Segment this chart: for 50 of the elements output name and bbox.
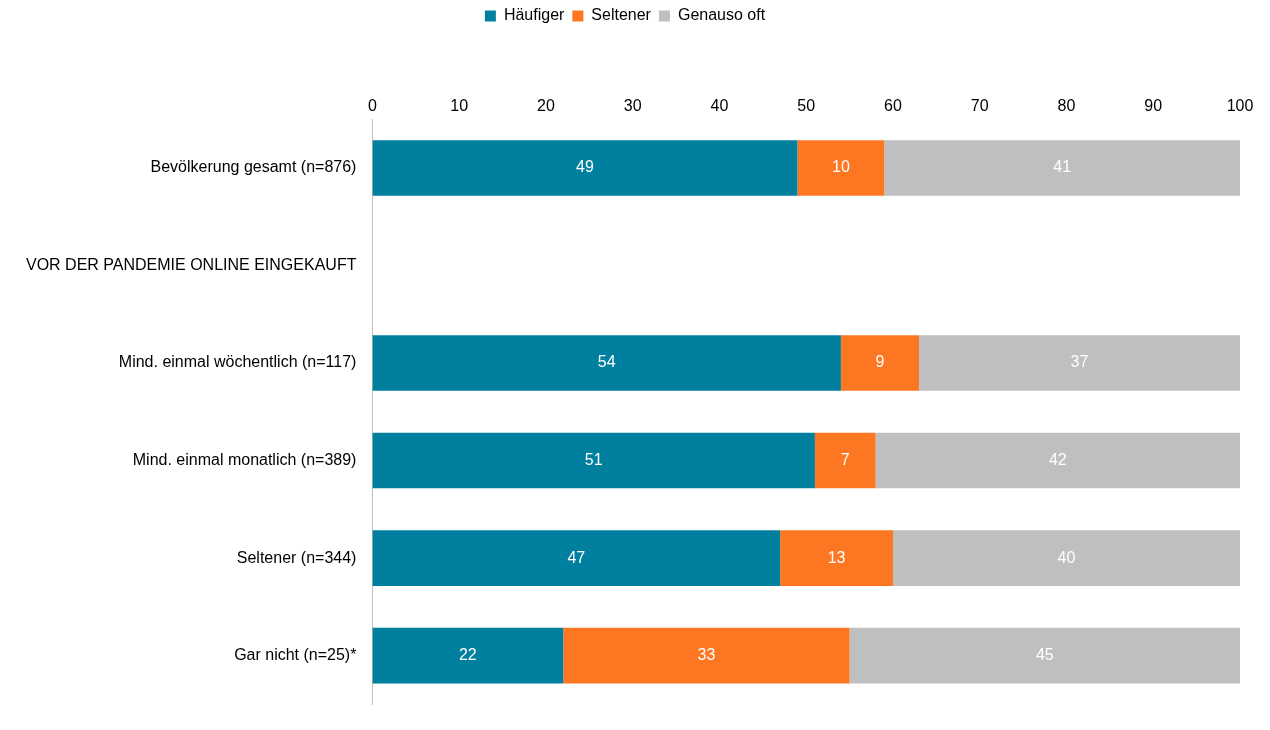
x-tick-label: 10 bbox=[450, 97, 469, 115]
data-label: 13 bbox=[827, 548, 846, 566]
data-label: 54 bbox=[597, 353, 616, 371]
bar bbox=[849, 627, 1240, 684]
bar bbox=[840, 335, 919, 391]
y-tick-label: Gar nicht (n=25)* bbox=[234, 646, 357, 664]
x-tick-label: 90 bbox=[1144, 97, 1163, 115]
bar bbox=[797, 140, 885, 196]
data-label: 33 bbox=[697, 646, 716, 664]
data-label: 7 bbox=[840, 450, 850, 468]
bar bbox=[884, 140, 1240, 196]
bar bbox=[919, 335, 1240, 391]
x-tick-label: 50 bbox=[797, 97, 816, 115]
bar bbox=[875, 432, 1240, 489]
data-label: 22 bbox=[458, 646, 477, 664]
x-tick-label: 0 bbox=[367, 97, 377, 115]
y-tick-label: Bevölkerung gesamt (n=876) bbox=[150, 158, 357, 176]
bar bbox=[814, 432, 876, 489]
data-label: 41 bbox=[1053, 158, 1072, 176]
bar bbox=[372, 627, 564, 684]
x-tick-label: 100 bbox=[1226, 97, 1254, 115]
data-label: 40 bbox=[1057, 548, 1076, 566]
bar bbox=[372, 530, 781, 586]
bar bbox=[563, 627, 850, 684]
legend-label: Genauso oft bbox=[677, 6, 766, 24]
bar bbox=[372, 335, 841, 391]
bar bbox=[892, 530, 1240, 586]
y-tick-label: VOR DER PANDEMIE ONLINE EINGEKAUFT bbox=[26, 255, 357, 273]
x-tick-label: 40 bbox=[710, 97, 729, 115]
x-tick-label: 70 bbox=[970, 97, 989, 115]
data-label: 51 bbox=[584, 450, 603, 468]
data-label: 49 bbox=[576, 158, 594, 176]
data-label: 42 bbox=[1048, 450, 1067, 468]
data-label: 47 bbox=[567, 548, 586, 566]
x-tick-label: 60 bbox=[884, 97, 902, 115]
legend-label: Häufiger bbox=[503, 6, 566, 24]
x-tick-label: 20 bbox=[537, 97, 555, 115]
data-label: 45 bbox=[1035, 646, 1054, 664]
bar bbox=[372, 140, 798, 196]
legend-label: Seltener bbox=[591, 6, 652, 24]
y-tick-label: Mind. einmal wöchentlich (n=117) bbox=[118, 353, 357, 371]
bar bbox=[780, 530, 893, 586]
bar bbox=[372, 432, 815, 489]
y-tick-label: Seltener (n=344) bbox=[236, 548, 357, 566]
y-tick-label: Mind. einmal monatlich (n=389) bbox=[132, 450, 357, 468]
data-label: 10 bbox=[832, 158, 850, 176]
x-tick-label: 30 bbox=[623, 97, 642, 115]
data-label: 37 bbox=[1070, 353, 1089, 371]
data-label: 9 bbox=[875, 353, 885, 371]
x-tick-label: 80 bbox=[1057, 97, 1076, 115]
